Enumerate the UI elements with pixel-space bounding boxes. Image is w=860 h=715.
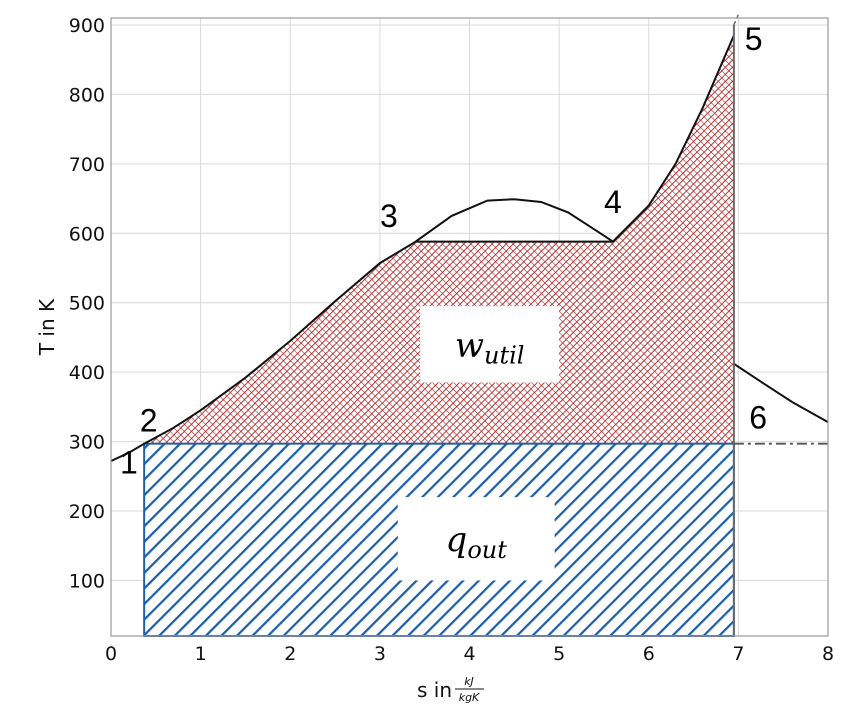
y-tick-label: 700 xyxy=(69,154,105,176)
y-tick-label: 500 xyxy=(69,293,105,315)
y-tick-label: 200 xyxy=(69,501,105,523)
x-tick-label: 5 xyxy=(553,643,565,665)
region-label-main: w xyxy=(455,325,484,365)
region-label-main: q xyxy=(446,520,468,560)
region-label: qout xyxy=(446,520,508,564)
y-axis-title: T in K xyxy=(35,298,59,356)
cycle-curve xyxy=(110,35,735,462)
point-label: 3 xyxy=(380,198,398,234)
y-tick-label: 900 xyxy=(69,15,105,37)
x-axis-unit-denominator: kgK xyxy=(459,691,480,704)
y-tick-label: 300 xyxy=(69,432,105,454)
point-label: 1 xyxy=(120,444,138,480)
region-label-box xyxy=(397,497,555,581)
y-tick-label: 600 xyxy=(69,223,105,245)
point-label: 5 xyxy=(745,21,763,57)
curves xyxy=(110,14,829,636)
point-label: 6 xyxy=(749,399,767,435)
x-tick-labels: 0 1 2 3 4 5 6 7 8 xyxy=(105,643,834,665)
x-tick-label: 2 xyxy=(284,643,296,665)
point-label: 4 xyxy=(604,184,622,220)
x-axis-title-text: s in xyxy=(417,678,452,702)
y-tick-labels: 100 200 300 400 500 600 700 800 900 xyxy=(69,15,105,593)
x-tick-label: 0 xyxy=(105,643,117,665)
y-tick-label: 100 xyxy=(69,570,105,592)
expansion-extension-line xyxy=(733,14,740,26)
x-tick-label: 1 xyxy=(195,643,207,665)
point-label: 2 xyxy=(140,403,158,439)
work-region-crosshatch xyxy=(144,35,734,444)
y-tick-label: 800 xyxy=(69,84,105,106)
x-tick-label: 6 xyxy=(643,643,655,665)
region-label-sub: out xyxy=(467,536,507,564)
saturation-dome-curve xyxy=(415,198,614,243)
point-labels: 12 3 4 5 6 xyxy=(120,21,767,481)
region-label-box xyxy=(420,306,560,383)
x-tick-label: 3 xyxy=(374,643,386,665)
region-label-boxes: wutil qout xyxy=(397,306,560,581)
plot-frame xyxy=(110,17,829,637)
x-axis-unit-numerator: kJ xyxy=(464,675,474,688)
region-label-sub: util xyxy=(484,341,524,369)
y-tick-label: 400 xyxy=(69,362,105,384)
x-axis-title: s in kJ kgK xyxy=(417,675,484,704)
x-tick-label: 8 xyxy=(822,643,834,665)
x-tick-label: 7 xyxy=(732,643,744,665)
outlet-curve xyxy=(733,362,829,423)
x-tick-label: 4 xyxy=(463,643,475,665)
region-label: wutil xyxy=(455,325,525,369)
